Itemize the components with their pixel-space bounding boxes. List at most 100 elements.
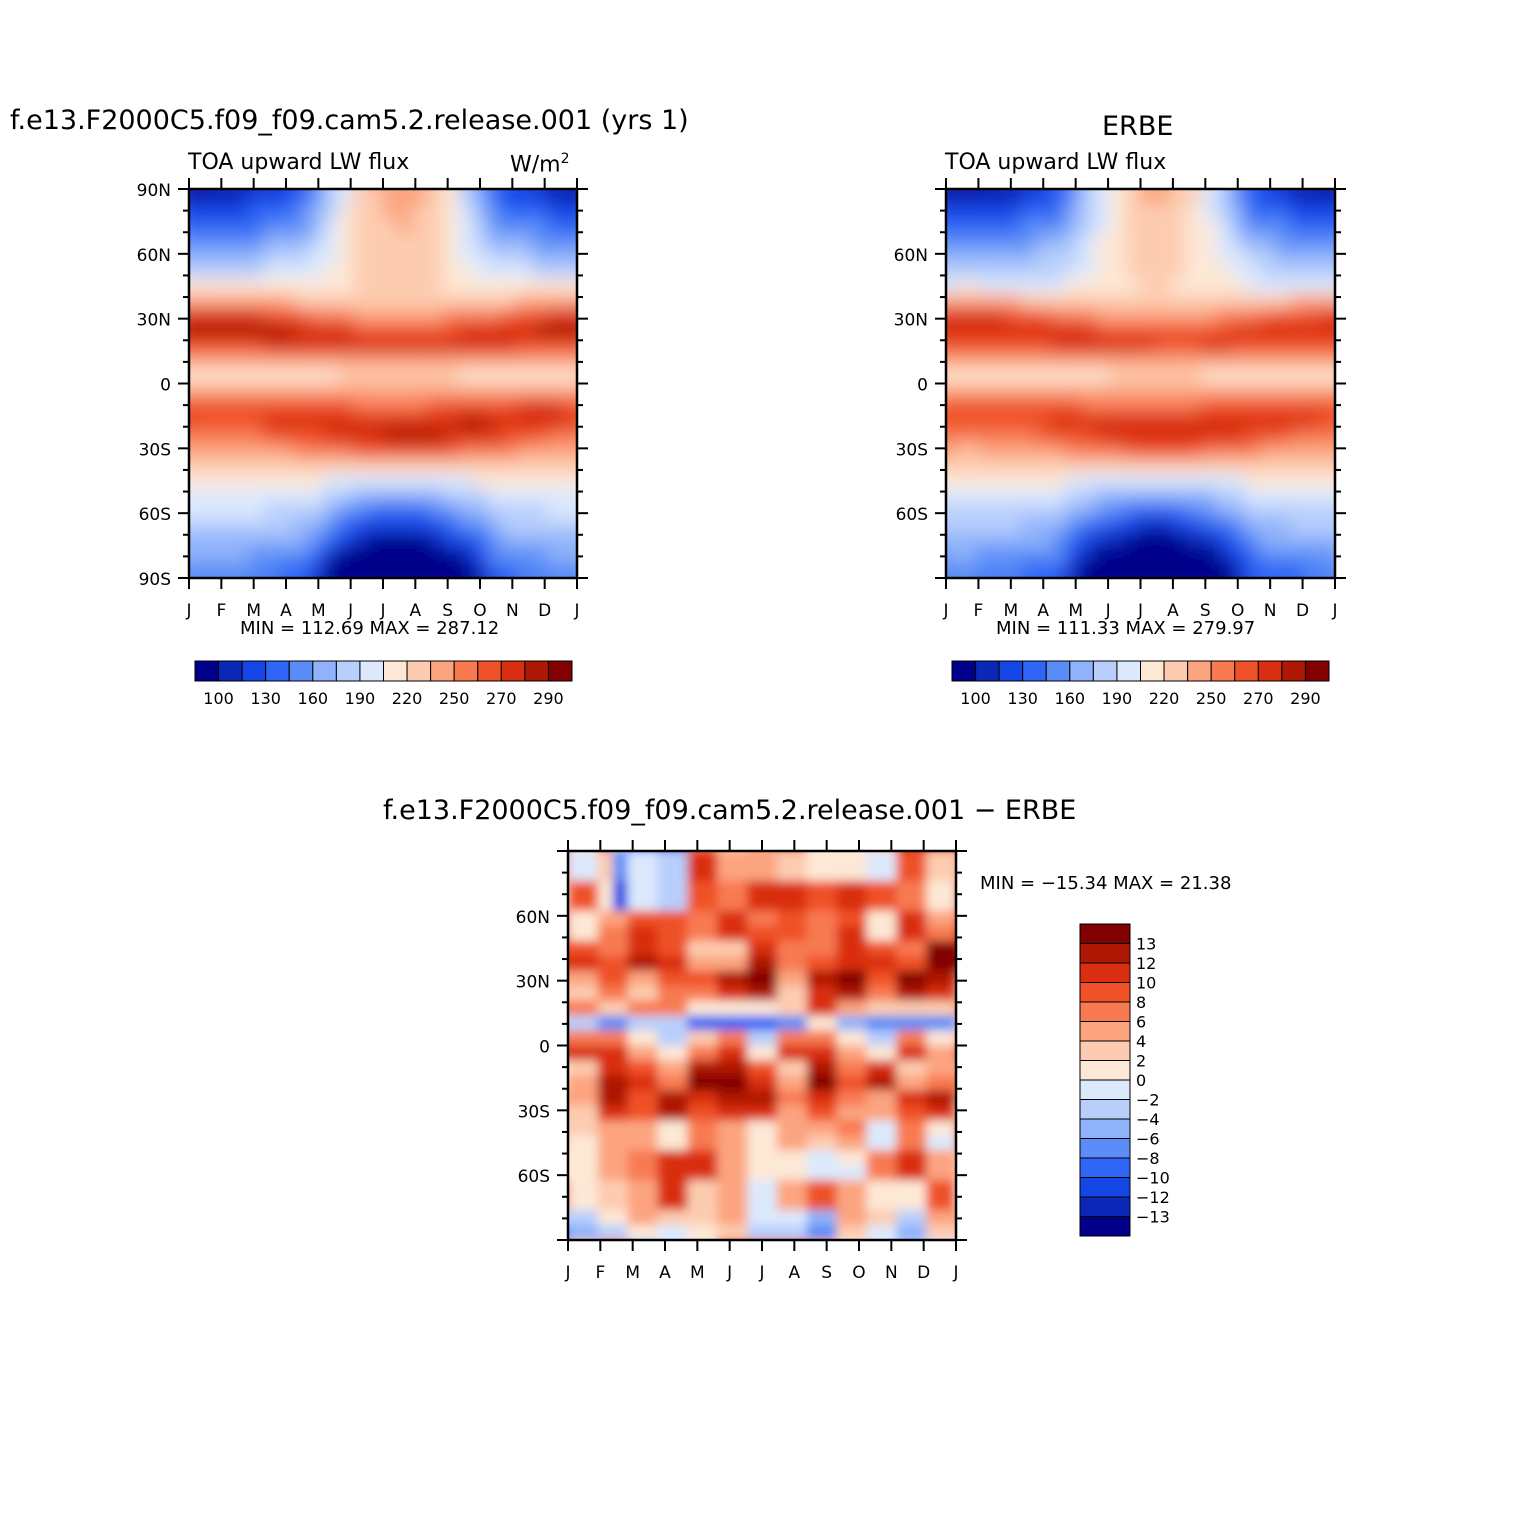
panel-title-diff: f.e13.F2000C5.f09_f09.cam5.2.release.001…: [383, 795, 1077, 826]
x-tick-label: A: [1037, 601, 1049, 621]
colorbar-label: 250: [1196, 689, 1227, 708]
colorbar-label: 6: [1136, 1013, 1146, 1032]
colorbar-swatch: [1022, 660, 1047, 682]
x-tick-label: A: [280, 601, 292, 621]
variable-label-model: TOA upward LW flux: [188, 150, 410, 175]
colorbar-label: 100: [203, 689, 234, 708]
colorbar-swatch: [241, 660, 267, 682]
y-tick-label: 90S: [139, 570, 171, 590]
colorbar-label: 0: [1136, 1071, 1146, 1090]
colorbar-swatch: [1079, 982, 1131, 1003]
x-tick-label: J: [952, 1263, 958, 1283]
colorbar-swatch: [1092, 660, 1118, 682]
minmax-diff: MIN = −15.34 MAX = 21.38: [980, 873, 1232, 894]
colorbar-label: 270: [486, 689, 517, 708]
x-tick-label: N: [506, 601, 519, 621]
colorbar-label: 250: [439, 689, 470, 708]
colorbar-label: −12: [1136, 1188, 1170, 1207]
y-tick-label: 60N: [894, 246, 928, 266]
y-tick-label: 60N: [516, 908, 550, 928]
panel-title-model: f.e13.F2000C5.f09_f09.cam5.2.release.001…: [10, 105, 689, 136]
colorbar-swatch: [265, 660, 290, 682]
x-tick-label: S: [821, 1263, 832, 1283]
heatmap-model: [189, 189, 577, 578]
y-tick-label: 30S: [896, 440, 928, 460]
colorbar-swatch: [1234, 660, 1259, 682]
colorbar-swatch: [1140, 660, 1165, 682]
x-tick-label: M: [1068, 601, 1083, 621]
colorbar-swatch: [1079, 1118, 1131, 1139]
x-tick-label: F: [974, 601, 984, 621]
x-tick-label: O: [1231, 601, 1244, 621]
y-tick-label: 0: [160, 376, 171, 396]
y-tick-label: 0: [917, 376, 928, 396]
colorbar-swatch: [1281, 660, 1306, 682]
colorbar-label: 290: [1290, 689, 1321, 708]
colorbar-swatch: [547, 660, 573, 682]
colorbar-swatch: [1257, 660, 1283, 682]
x-tick-label: N: [885, 1263, 898, 1283]
minmax-model: MIN = 112.69 MAX = 287.12: [240, 618, 500, 639]
colorbar-label: 100: [960, 689, 991, 708]
colorbar-label: 160: [298, 689, 329, 708]
y-tick-label: 0: [539, 1038, 550, 1058]
colorbar-swatch: [430, 660, 455, 682]
x-tick-label: O: [852, 1263, 865, 1283]
y-tick-label: 30N: [894, 311, 928, 331]
colorbar-swatch: [1079, 1001, 1131, 1022]
y-tick-label: 30N: [516, 973, 550, 993]
colorbar-label: −8: [1136, 1149, 1160, 1168]
colorbar-label: 160: [1055, 689, 1086, 708]
y-tick-label: 60S: [518, 1167, 550, 1187]
colorbar-label: −13: [1136, 1208, 1170, 1227]
colorbar-label: 8: [1136, 993, 1146, 1012]
x-tick-label: J: [185, 601, 191, 621]
colorbar-swatch: [1163, 660, 1189, 682]
x-tick-label: A: [789, 1263, 801, 1283]
x-tick-label: J: [1105, 601, 1111, 621]
x-tick-label: J: [726, 1263, 732, 1283]
x-tick-label: J: [379, 601, 385, 621]
colorbar-swatch: [1079, 1216, 1131, 1237]
y-tick-label: 60N: [137, 246, 171, 266]
x-tick-label: M: [690, 1263, 705, 1283]
colorbar-swatch: [1069, 660, 1094, 682]
x-tick-label: M: [246, 601, 261, 621]
colorbar-label: 130: [250, 689, 281, 708]
colorbar-swatch: [288, 660, 314, 682]
panel-title-obs: ERBE: [1102, 111, 1174, 142]
colorbar-label: 10: [1136, 974, 1156, 993]
heatmap-obs: [946, 189, 1335, 578]
x-tick-label: O: [473, 601, 486, 621]
x-tick-label: A: [1167, 601, 1179, 621]
heatmap-diff: [568, 851, 956, 1240]
x-tick-label: F: [595, 1263, 605, 1283]
colorbar-label: 12: [1136, 954, 1156, 973]
x-tick-label: A: [410, 601, 422, 621]
units-label-model: W/m2: [510, 152, 570, 176]
colorbar-label: 290: [533, 689, 564, 708]
colorbar-swatch: [453, 660, 479, 682]
colorbar-swatch: [1079, 1040, 1131, 1061]
colorbar-swatch: [383, 660, 408, 682]
colorbar-swatch: [406, 660, 432, 682]
x-tick-label: D: [538, 601, 551, 621]
y-tick-label: 90N: [137, 181, 171, 201]
colorbar-swatch: [1079, 943, 1131, 964]
colorbar-swatch: [1187, 660, 1212, 682]
colorbar-label: 190: [1102, 689, 1133, 708]
x-tick-label: J: [573, 601, 579, 621]
colorbar-swatch: [477, 660, 502, 682]
colorbar-label: −6: [1136, 1130, 1160, 1149]
colorbar-swatch: [1079, 1177, 1131, 1198]
x-tick-label: J: [564, 1263, 570, 1283]
x-tick-label: M: [625, 1263, 640, 1283]
colorbar-swatch: [1304, 660, 1330, 682]
colorbar-swatch: [1116, 660, 1141, 682]
x-tick-label: J: [347, 601, 353, 621]
colorbar-swatch: [1045, 660, 1071, 682]
x-tick-label: J: [942, 601, 948, 621]
x-tick-label: M: [1003, 601, 1018, 621]
